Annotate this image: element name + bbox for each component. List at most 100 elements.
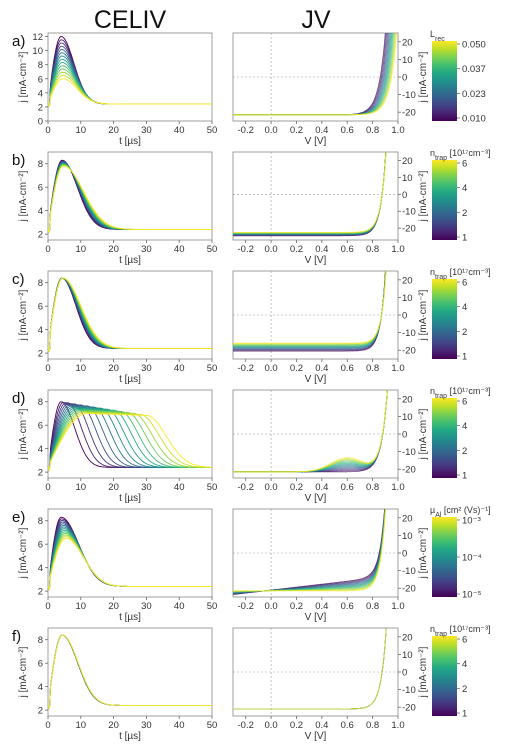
x-tick-label: 20 (108, 482, 119, 493)
x-tick-label: 20 (108, 601, 119, 612)
y-tick-label: 0 (402, 668, 407, 679)
x-tick-label: 0.2 (290, 363, 303, 374)
x-tick-label: 40 (174, 601, 185, 612)
colorbar-gradient-bar (432, 41, 457, 121)
y-tick-label: -10 (402, 685, 416, 696)
y-tick-label: 10 (402, 412, 413, 423)
jv-curve (233, 271, 387, 345)
x-tick-label: 0.4 (315, 363, 328, 374)
x-axis-label: t [µs] (119, 136, 141, 147)
celiv-curve (48, 520, 212, 591)
celiv-curve (48, 537, 212, 591)
y-axis-label: j [mA·cm⁻²] (418, 51, 429, 103)
colorbar: 6 4 2 1 ntrap [10¹⁷cm⁻³] (430, 267, 491, 363)
jv-curve (233, 271, 387, 349)
x-tick-label: 0.6 (341, 363, 354, 374)
x-tick-label: 1.0 (391, 363, 404, 374)
x-tick-label: 30 (141, 720, 152, 731)
x-tick-label: 30 (141, 244, 152, 255)
y-tick-label: 0 (402, 430, 407, 441)
y-axis-label: j [mA·cm⁻²] (18, 51, 29, 103)
celiv-plot: 0 10 20 30 40 50 2 4 6 8 t [µs] j [mA·cm⁻²] (18, 270, 217, 385)
x-tick-label: 20 (108, 244, 119, 255)
x-tick-label: 40 (174, 244, 185, 255)
jv-plot-frame (232, 151, 399, 241)
x-axis-label: V [V] (305, 493, 327, 504)
y-axis-label: j [mA·cm⁻²] (418, 289, 429, 341)
colorbar-tick-label: 0.023 (462, 89, 486, 100)
x-tick-label: 0.4 (315, 125, 328, 136)
x-tick-label: 10 (76, 482, 87, 493)
celiv-curve (48, 401, 212, 472)
colorbar-tick-label: 1 (462, 233, 467, 244)
y-tick-label: 6 (38, 540, 43, 551)
jv-curve (233, 271, 387, 346)
y-tick-label: 20 (402, 394, 413, 405)
y-tick-label: -20 (402, 224, 416, 235)
celiv-curves (48, 634, 212, 710)
jv-curve (233, 271, 387, 345)
y-tick-label: 2 (38, 102, 43, 113)
celiv-curve (48, 406, 212, 472)
y-tick-label: 12 (32, 32, 43, 43)
colorbar-gradient-bar (432, 160, 457, 240)
y-tick-label: 4 (38, 206, 43, 217)
celiv-plot-frame (47, 508, 213, 598)
jv-plot: -0.2 0.0 0.2 0.4 0.6 0.8 1.0 -20 -10 0 10 20 V [V] j … (232, 508, 429, 623)
y-tick-label: 4 (38, 444, 43, 455)
jv-plot: -0.2 0.0 0.2 0.4 0.6 0.8 1.0 -20 -10 0 10 20 V [V] j … (232, 270, 429, 385)
celiv-curve (48, 165, 212, 234)
y-tick-label: 10 (32, 46, 43, 57)
celiv-plot-frame (47, 151, 213, 241)
x-tick-label: 0.6 (341, 720, 354, 731)
y-tick-label: 6 (38, 302, 43, 313)
celiv-curve (48, 412, 212, 472)
x-tick-label: 30 (141, 363, 152, 374)
celiv-curve (48, 160, 212, 234)
x-tick-label: 0.2 (290, 720, 303, 731)
y-axis-label: j [mA·cm⁻²] (418, 646, 429, 698)
jv-column-title: JV (301, 6, 331, 34)
colorbar: 6 4 2 1 ntrap [10¹⁷cm⁻³] (430, 624, 491, 720)
y-tick-label: 8 (38, 159, 43, 170)
x-tick-label: 30 (141, 601, 152, 612)
x-tick-label: 50 (207, 244, 218, 255)
x-tick-label: 0.8 (366, 363, 379, 374)
colorbar-tick-label: 0.037 (462, 64, 486, 75)
x-tick-label: -0.2 (238, 720, 254, 731)
x-tick-label: 40 (174, 482, 185, 493)
jv-curves (233, 509, 386, 595)
colorbar-tick-label: 6 (462, 278, 467, 289)
x-axis-label: V [V] (305, 136, 327, 147)
panel-label: f) (12, 628, 21, 645)
y-tick-label: 2 (38, 349, 43, 360)
panel-label: b) (12, 152, 25, 169)
y-tick-label: -20 (402, 465, 416, 476)
colorbar-gradient-bar (432, 279, 457, 359)
jv-curve (233, 271, 387, 346)
x-tick-label: 0 (45, 125, 50, 136)
y-tick-label: 20 (402, 156, 413, 167)
colorbar-tick-label: 1 (462, 471, 467, 482)
celiv-curves (48, 277, 212, 353)
x-tick-label: 0.0 (264, 363, 277, 374)
y-tick-label: -20 (402, 108, 416, 119)
celiv-curve (48, 634, 212, 710)
celiv-curve (48, 534, 212, 591)
y-tick-label: 20 (402, 632, 413, 643)
jv-curve (233, 271, 387, 348)
x-tick-label: 10 (76, 244, 87, 255)
y-tick-label: 8 (38, 60, 43, 71)
x-tick-label: 50 (207, 125, 218, 136)
y-tick-label: 20 (402, 513, 413, 524)
x-tick-label: 20 (108, 363, 119, 374)
y-tick-label: -20 (402, 703, 416, 714)
colorbar-tick-label: 4 (462, 421, 467, 432)
celiv-curve (48, 634, 212, 710)
celiv-plot: 0 10 20 30 40 50 2 4 6 8 t [µs] j [mA·cm⁻²] (18, 508, 217, 623)
colorbar-tick-label: 10⁻³ (462, 516, 481, 527)
x-tick-label: -0.2 (238, 363, 254, 374)
y-tick-label: 2 (38, 230, 43, 241)
jv-curve (233, 152, 387, 233)
jv-curve (233, 33, 398, 116)
